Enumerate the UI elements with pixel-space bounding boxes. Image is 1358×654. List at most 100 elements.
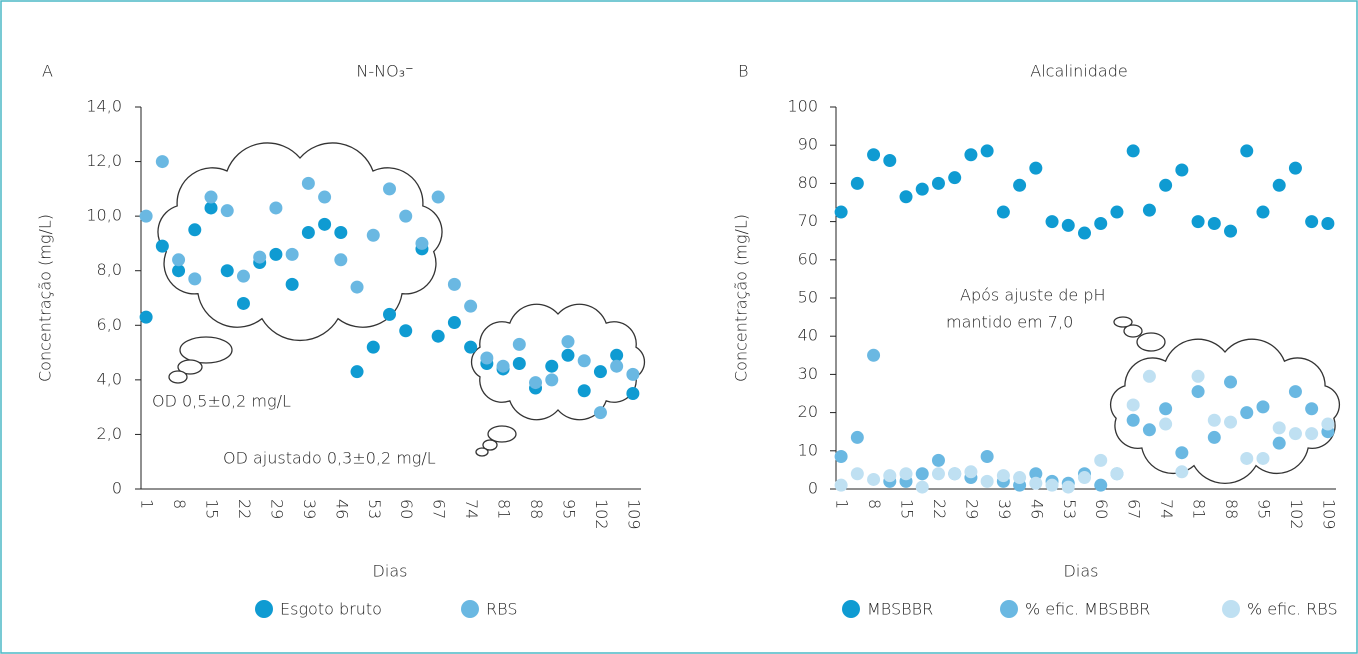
data-point xyxy=(626,387,639,400)
data-point xyxy=(1046,479,1059,492)
data-point xyxy=(1321,217,1334,230)
x-tick-label: 67 xyxy=(430,499,449,519)
chart-title: Alcalinidade xyxy=(1030,62,1127,81)
data-point xyxy=(867,349,880,362)
data-point xyxy=(1289,162,1302,175)
data-point xyxy=(964,465,977,478)
data-point xyxy=(835,450,848,463)
legend-marker xyxy=(255,600,273,618)
data-point xyxy=(948,467,961,480)
data-point xyxy=(1289,427,1302,440)
data-point xyxy=(1143,423,1156,436)
data-point xyxy=(578,384,591,397)
legend-label: RBS xyxy=(486,600,517,619)
x-tick-label: 29 xyxy=(962,499,981,519)
x-tick-label: 8 xyxy=(170,499,189,509)
data-point xyxy=(1127,414,1140,427)
x-tick-label: 53 xyxy=(1060,499,1079,519)
data-point xyxy=(594,406,607,419)
y-tick-label: 20 xyxy=(798,402,818,421)
y-tick-label: 90 xyxy=(798,135,818,154)
x-tick-label: 46 xyxy=(332,499,351,519)
y-axis-label: Concentração (mg/L) xyxy=(36,214,55,382)
data-point xyxy=(1175,446,1188,459)
data-point xyxy=(399,210,412,223)
data-point xyxy=(1062,219,1075,232)
data-point xyxy=(269,248,282,261)
x-tick-label: 39 xyxy=(300,499,319,519)
data-point xyxy=(1110,206,1123,219)
data-point xyxy=(948,171,961,184)
data-point xyxy=(302,177,315,190)
data-point xyxy=(610,360,623,373)
data-point xyxy=(981,450,994,463)
data-point xyxy=(1305,215,1318,228)
y-tick-label: 80 xyxy=(798,173,818,192)
data-point xyxy=(1094,454,1107,467)
legend-label: % efic. MBSBBR xyxy=(1025,600,1150,619)
data-point xyxy=(140,311,153,324)
thought-bubble xyxy=(180,337,232,363)
x-tick-label: 53 xyxy=(365,499,384,519)
thought-bubble xyxy=(476,448,488,456)
y-axis-label: Concentração (mg/L) xyxy=(732,214,751,382)
x-tick-label: 39 xyxy=(995,499,1014,519)
data-point xyxy=(1127,144,1140,157)
data-point xyxy=(464,341,477,354)
data-point xyxy=(529,376,542,389)
data-point xyxy=(981,475,994,488)
data-point xyxy=(997,469,1010,482)
data-point xyxy=(1305,402,1318,415)
y-tick-label: 8,0 xyxy=(97,260,122,279)
y-tick-label: 0 xyxy=(112,479,122,498)
y-tick-label: 6,0 xyxy=(97,315,122,334)
data-point xyxy=(351,365,364,378)
y-tick-label: 10 xyxy=(798,440,818,459)
x-tick-label: 46 xyxy=(1027,499,1046,519)
data-point xyxy=(1175,465,1188,478)
data-point xyxy=(1256,400,1269,413)
data-point xyxy=(432,330,445,343)
x-tick-label: 95 xyxy=(1254,499,1273,519)
y-tick-label: 10,0 xyxy=(86,206,122,225)
data-point xyxy=(545,373,558,386)
x-tick-label: 74 xyxy=(462,499,481,519)
x-tick-label: 22 xyxy=(235,499,254,519)
y-tick-label: 70 xyxy=(798,211,818,230)
data-point xyxy=(1273,179,1286,192)
legend-label: Esgoto bruto xyxy=(280,600,382,619)
panel-label: A xyxy=(42,62,53,81)
y-tick-label: 4,0 xyxy=(97,369,122,388)
x-tick-label: 22 xyxy=(930,499,949,519)
data-point xyxy=(1029,162,1042,175)
y-tick-label: 2,0 xyxy=(97,424,122,443)
data-point xyxy=(286,278,299,291)
data-point xyxy=(1208,431,1221,444)
data-point xyxy=(480,352,493,365)
data-point xyxy=(1143,204,1156,217)
data-point xyxy=(318,218,331,231)
data-point xyxy=(626,368,639,381)
x-tick-label: 109 xyxy=(624,499,643,530)
x-tick-label: 15 xyxy=(898,499,917,519)
x-tick-label: 102 xyxy=(592,499,611,530)
data-point xyxy=(851,431,864,444)
data-point xyxy=(1078,471,1091,484)
data-point xyxy=(932,467,945,480)
x-tick-label: 95 xyxy=(559,499,578,519)
data-point xyxy=(1029,477,1042,490)
data-point xyxy=(140,210,153,223)
y-tick-label: 14,0 xyxy=(86,97,122,116)
x-tick-label: 60 xyxy=(1092,499,1111,519)
data-point xyxy=(835,206,848,219)
x-tick-label: 109 xyxy=(1319,499,1338,530)
data-point xyxy=(237,297,250,310)
data-point xyxy=(1273,437,1286,450)
data-point xyxy=(835,479,848,492)
data-point xyxy=(1159,402,1172,415)
data-point xyxy=(188,223,201,236)
data-point xyxy=(1143,370,1156,383)
legend-marker xyxy=(461,600,479,618)
data-point xyxy=(302,226,315,239)
data-point xyxy=(867,148,880,161)
